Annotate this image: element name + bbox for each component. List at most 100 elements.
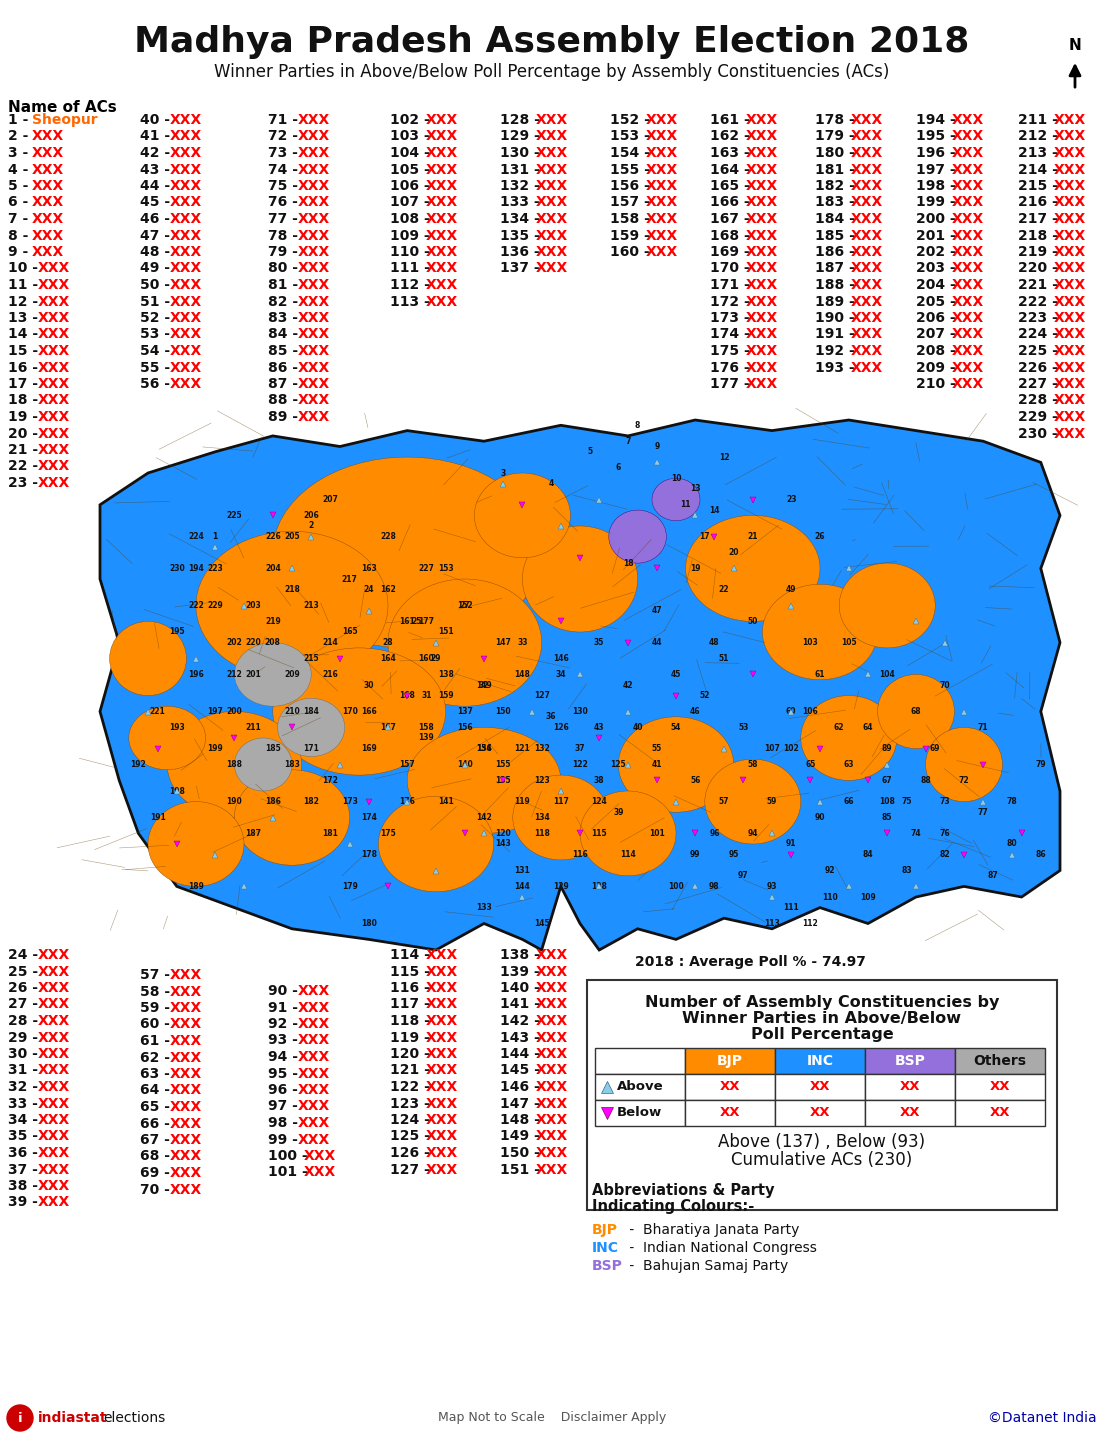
Text: 100: 100 [669, 882, 684, 891]
Text: 221 -: 221 - [1018, 278, 1063, 293]
Text: 162: 162 [380, 585, 396, 594]
Bar [955, 1048, 1045, 1074]
Text: 97 -: 97 - [269, 1099, 303, 1114]
Text: 170: 170 [341, 708, 358, 716]
Text: 52 -: 52 - [140, 311, 175, 326]
Text: 209 -: 209 - [916, 360, 960, 375]
Text: 18: 18 [623, 559, 633, 568]
Text: 200 -: 200 - [916, 212, 960, 226]
Text: Name of ACs: Name of ACs [8, 99, 117, 114]
Text: XXX: XXX [298, 344, 330, 357]
Text: 145 -: 145 - [499, 1063, 545, 1078]
Text: 168: 168 [399, 692, 415, 700]
Text: 87: 87 [988, 872, 998, 880]
Text: XXX: XXX [851, 311, 883, 326]
Text: XX: XX [719, 1107, 740, 1120]
Text: 71: 71 [978, 723, 989, 732]
Text: 137: 137 [456, 708, 473, 716]
Text: 75 -: 75 - [269, 179, 303, 193]
Text: 82 -: 82 - [269, 294, 303, 308]
Text: XXX: XXX [746, 261, 778, 275]
Text: XXX: XXX [427, 1097, 459, 1111]
Text: XXX: XXX [38, 1079, 71, 1094]
Text: Map Not to Scale    Disclaimer Apply: Map Not to Scale Disclaimer Apply [438, 1412, 666, 1425]
Text: 224 -: 224 - [1018, 327, 1063, 342]
Text: XXX: XXX [953, 378, 985, 391]
Text: 86: 86 [1035, 850, 1046, 859]
Text: 135 -: 135 - [499, 229, 545, 242]
Text: 20 -: 20 - [8, 427, 43, 441]
Text: 130 -: 130 - [499, 146, 545, 160]
Text: 51 -: 51 - [140, 294, 175, 308]
Text: XXX: XXX [746, 344, 778, 357]
Text: 79 -: 79 - [269, 245, 303, 259]
Text: 32: 32 [478, 680, 490, 689]
Text: XXX: XXX [38, 378, 71, 391]
Text: XXX: XXX [170, 1035, 202, 1048]
Text: 6: 6 [615, 463, 621, 473]
Text: 163 -: 163 - [711, 146, 755, 160]
Text: 132 -: 132 - [499, 179, 545, 193]
Text: 197: 197 [208, 708, 223, 716]
Text: 201: 201 [245, 670, 262, 679]
Text: XXX: XXX [170, 212, 202, 226]
Text: XXX: XXX [953, 261, 985, 275]
Text: 129 -: 129 - [499, 130, 545, 144]
Text: XXX: XXX [298, 360, 330, 375]
Text: XXX: XXX [298, 130, 330, 144]
Text: XXX: XXX [646, 196, 678, 209]
Text: Above: Above [617, 1081, 664, 1094]
Text: 37: 37 [575, 744, 586, 754]
Text: 20: 20 [728, 548, 739, 558]
Text: 51: 51 [719, 654, 729, 663]
Text: 37 -: 37 - [8, 1163, 43, 1176]
Text: 204: 204 [265, 563, 281, 574]
Text: -  Bahujan Samaj Party: - Bahujan Samaj Party [625, 1259, 788, 1272]
Text: 61: 61 [814, 670, 825, 679]
Text: 89 -: 89 - [269, 411, 303, 424]
Text: 174 -: 174 - [711, 327, 755, 342]
Text: 125 -: 125 - [390, 1130, 434, 1144]
Text: 113: 113 [765, 919, 780, 928]
Text: XXX: XXX [536, 229, 568, 242]
Ellipse shape [762, 584, 877, 680]
Text: XXX: XXX [746, 196, 778, 209]
Text: 93 -: 93 - [269, 1033, 303, 1048]
Text: -  Indian National Congress: - Indian National Congress [625, 1241, 817, 1255]
Text: XXX: XXX [170, 984, 202, 999]
Text: 1: 1 [212, 532, 218, 542]
Text: XXX: XXX [1054, 294, 1086, 308]
Text: 64 -: 64 - [140, 1084, 175, 1098]
Text: XXX: XXX [170, 968, 202, 981]
Text: 127: 127 [534, 692, 549, 700]
Text: 23: 23 [786, 496, 797, 504]
Text: 80: 80 [1007, 840, 1018, 849]
Text: XXX: XXX [427, 981, 459, 994]
Ellipse shape [580, 791, 676, 876]
Text: 216: 216 [323, 670, 338, 679]
Ellipse shape [926, 728, 1002, 801]
Text: 131 -: 131 - [499, 163, 545, 176]
Text: XXX: XXX [1054, 163, 1086, 176]
Text: 171: 171 [303, 744, 319, 754]
Text: 148 -: 148 - [499, 1112, 545, 1127]
Text: XXX: XXX [427, 964, 459, 978]
Text: 19 -: 19 - [8, 411, 43, 424]
Ellipse shape [129, 706, 206, 769]
Text: XXX: XXX [851, 130, 883, 144]
Text: XXX: XXX [38, 1163, 71, 1176]
Bar [955, 1074, 1045, 1099]
Ellipse shape [378, 797, 494, 892]
Text: XXX: XXX [646, 245, 678, 259]
Text: XXX: XXX [298, 1017, 330, 1030]
Text: XXX: XXX [536, 997, 568, 1012]
Text: 74 -: 74 - [269, 163, 303, 176]
Text: XXX: XXX [298, 1000, 330, 1014]
Bar [685, 1074, 775, 1099]
Text: XXX: XXX [170, 229, 202, 242]
Text: 146: 146 [552, 654, 569, 663]
Text: 165: 165 [341, 627, 357, 637]
Text: XXX: XXX [536, 212, 568, 226]
Text: 176: 176 [399, 797, 415, 806]
Text: XXX: XXX [170, 378, 202, 391]
